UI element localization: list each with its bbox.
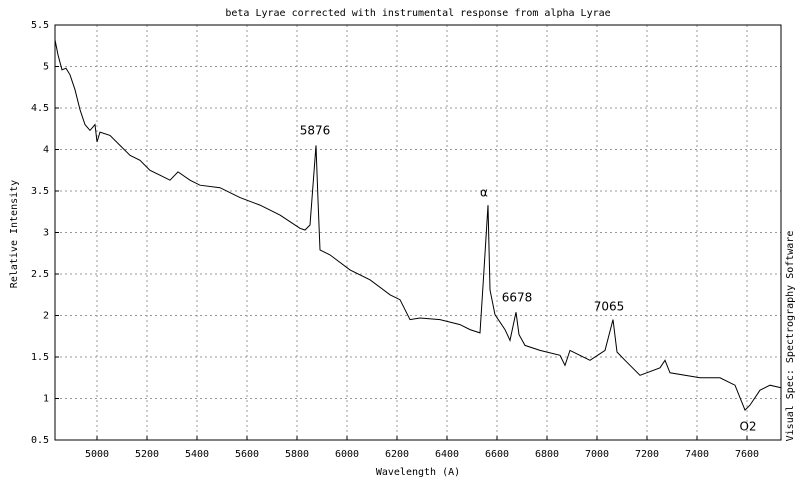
annotation: 5876 (300, 124, 331, 138)
x-tick-label: 6600 (485, 449, 509, 460)
y-tick-label: 1 (43, 394, 49, 405)
y-tick-label: 5.5 (31, 20, 49, 31)
spectrum-line (54, 39, 782, 411)
annotation: α (480, 186, 488, 200)
chart-title: beta Lyrae corrected with instrumental r… (225, 8, 610, 19)
y-tick-label: 4.5 (31, 103, 49, 114)
x-tick-label: 6000 (335, 449, 359, 460)
y-tick-label: 5 (43, 62, 49, 73)
x-tick-label: 5600 (235, 449, 259, 460)
y-tick-label: 0.5 (31, 435, 49, 446)
y-tick-label: 2 (43, 311, 49, 322)
y-tick-label: 3 (43, 228, 49, 239)
y-axis-label: Relative Intensity (9, 180, 20, 288)
x-tick-label: 5000 (85, 449, 109, 460)
side-label: Visual Spec: Spectrography Software (785, 231, 796, 442)
x-axis-label: Wavelength (A) (376, 467, 460, 478)
x-tick-label: 5800 (285, 449, 309, 460)
y-tick-label: 1.5 (31, 352, 49, 363)
y-tick-label: 2.5 (31, 269, 49, 280)
annotation: O2 (739, 420, 756, 434)
x-tick-label: 7000 (585, 449, 609, 460)
x-tick-label: 7600 (735, 449, 759, 460)
x-tick-label: 6200 (385, 449, 409, 460)
y-tick-label: 3.5 (31, 186, 49, 197)
x-tick-label: 6400 (435, 449, 459, 460)
x-tick-label: 7200 (635, 449, 659, 460)
x-tick-label: 5200 (135, 449, 159, 460)
x-tick-label: 7400 (685, 449, 709, 460)
plot-frame (54, 24, 782, 441)
x-tick-label: 6800 (535, 449, 559, 460)
y-tick-label: 4 (43, 145, 49, 156)
x-tick-label: 5400 (185, 449, 209, 460)
annotation: 6678 (502, 291, 533, 305)
annotation: 7065 (594, 300, 625, 314)
